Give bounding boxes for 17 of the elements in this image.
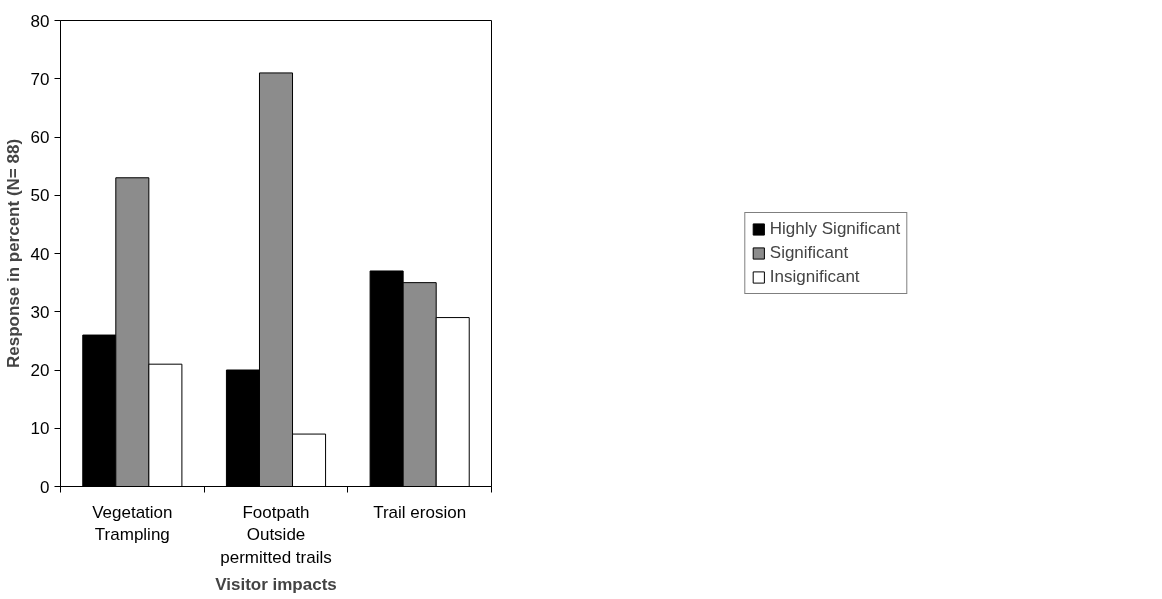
y-tick-label: 80 bbox=[30, 11, 50, 31]
x-tick-label: Vegetation Trampling bbox=[92, 502, 173, 545]
y-tick-label: 50 bbox=[30, 186, 50, 206]
x-tick-label: Footpath Outside permitted trails bbox=[220, 502, 332, 568]
y-axis-title: Response in percent (N= 88) bbox=[3, 138, 23, 369]
x-tick-label: Trail erosion bbox=[373, 502, 467, 522]
x-axis-title: Visitor impacts bbox=[215, 575, 337, 595]
y-tick-label: 70 bbox=[30, 69, 50, 89]
y-tick-label: 0 bbox=[40, 477, 50, 497]
legend-label: Highly Significant bbox=[769, 219, 901, 239]
legend-label: Insignificant bbox=[769, 267, 860, 287]
y-tick-label: 10 bbox=[30, 419, 50, 439]
y-tick-label: 20 bbox=[30, 361, 50, 380]
y-tick-label: 30 bbox=[30, 302, 50, 322]
legend-label: Significant bbox=[769, 243, 849, 263]
y-tick-label: 40 bbox=[30, 244, 50, 264]
y-tick-label: 60 bbox=[30, 128, 50, 147]
